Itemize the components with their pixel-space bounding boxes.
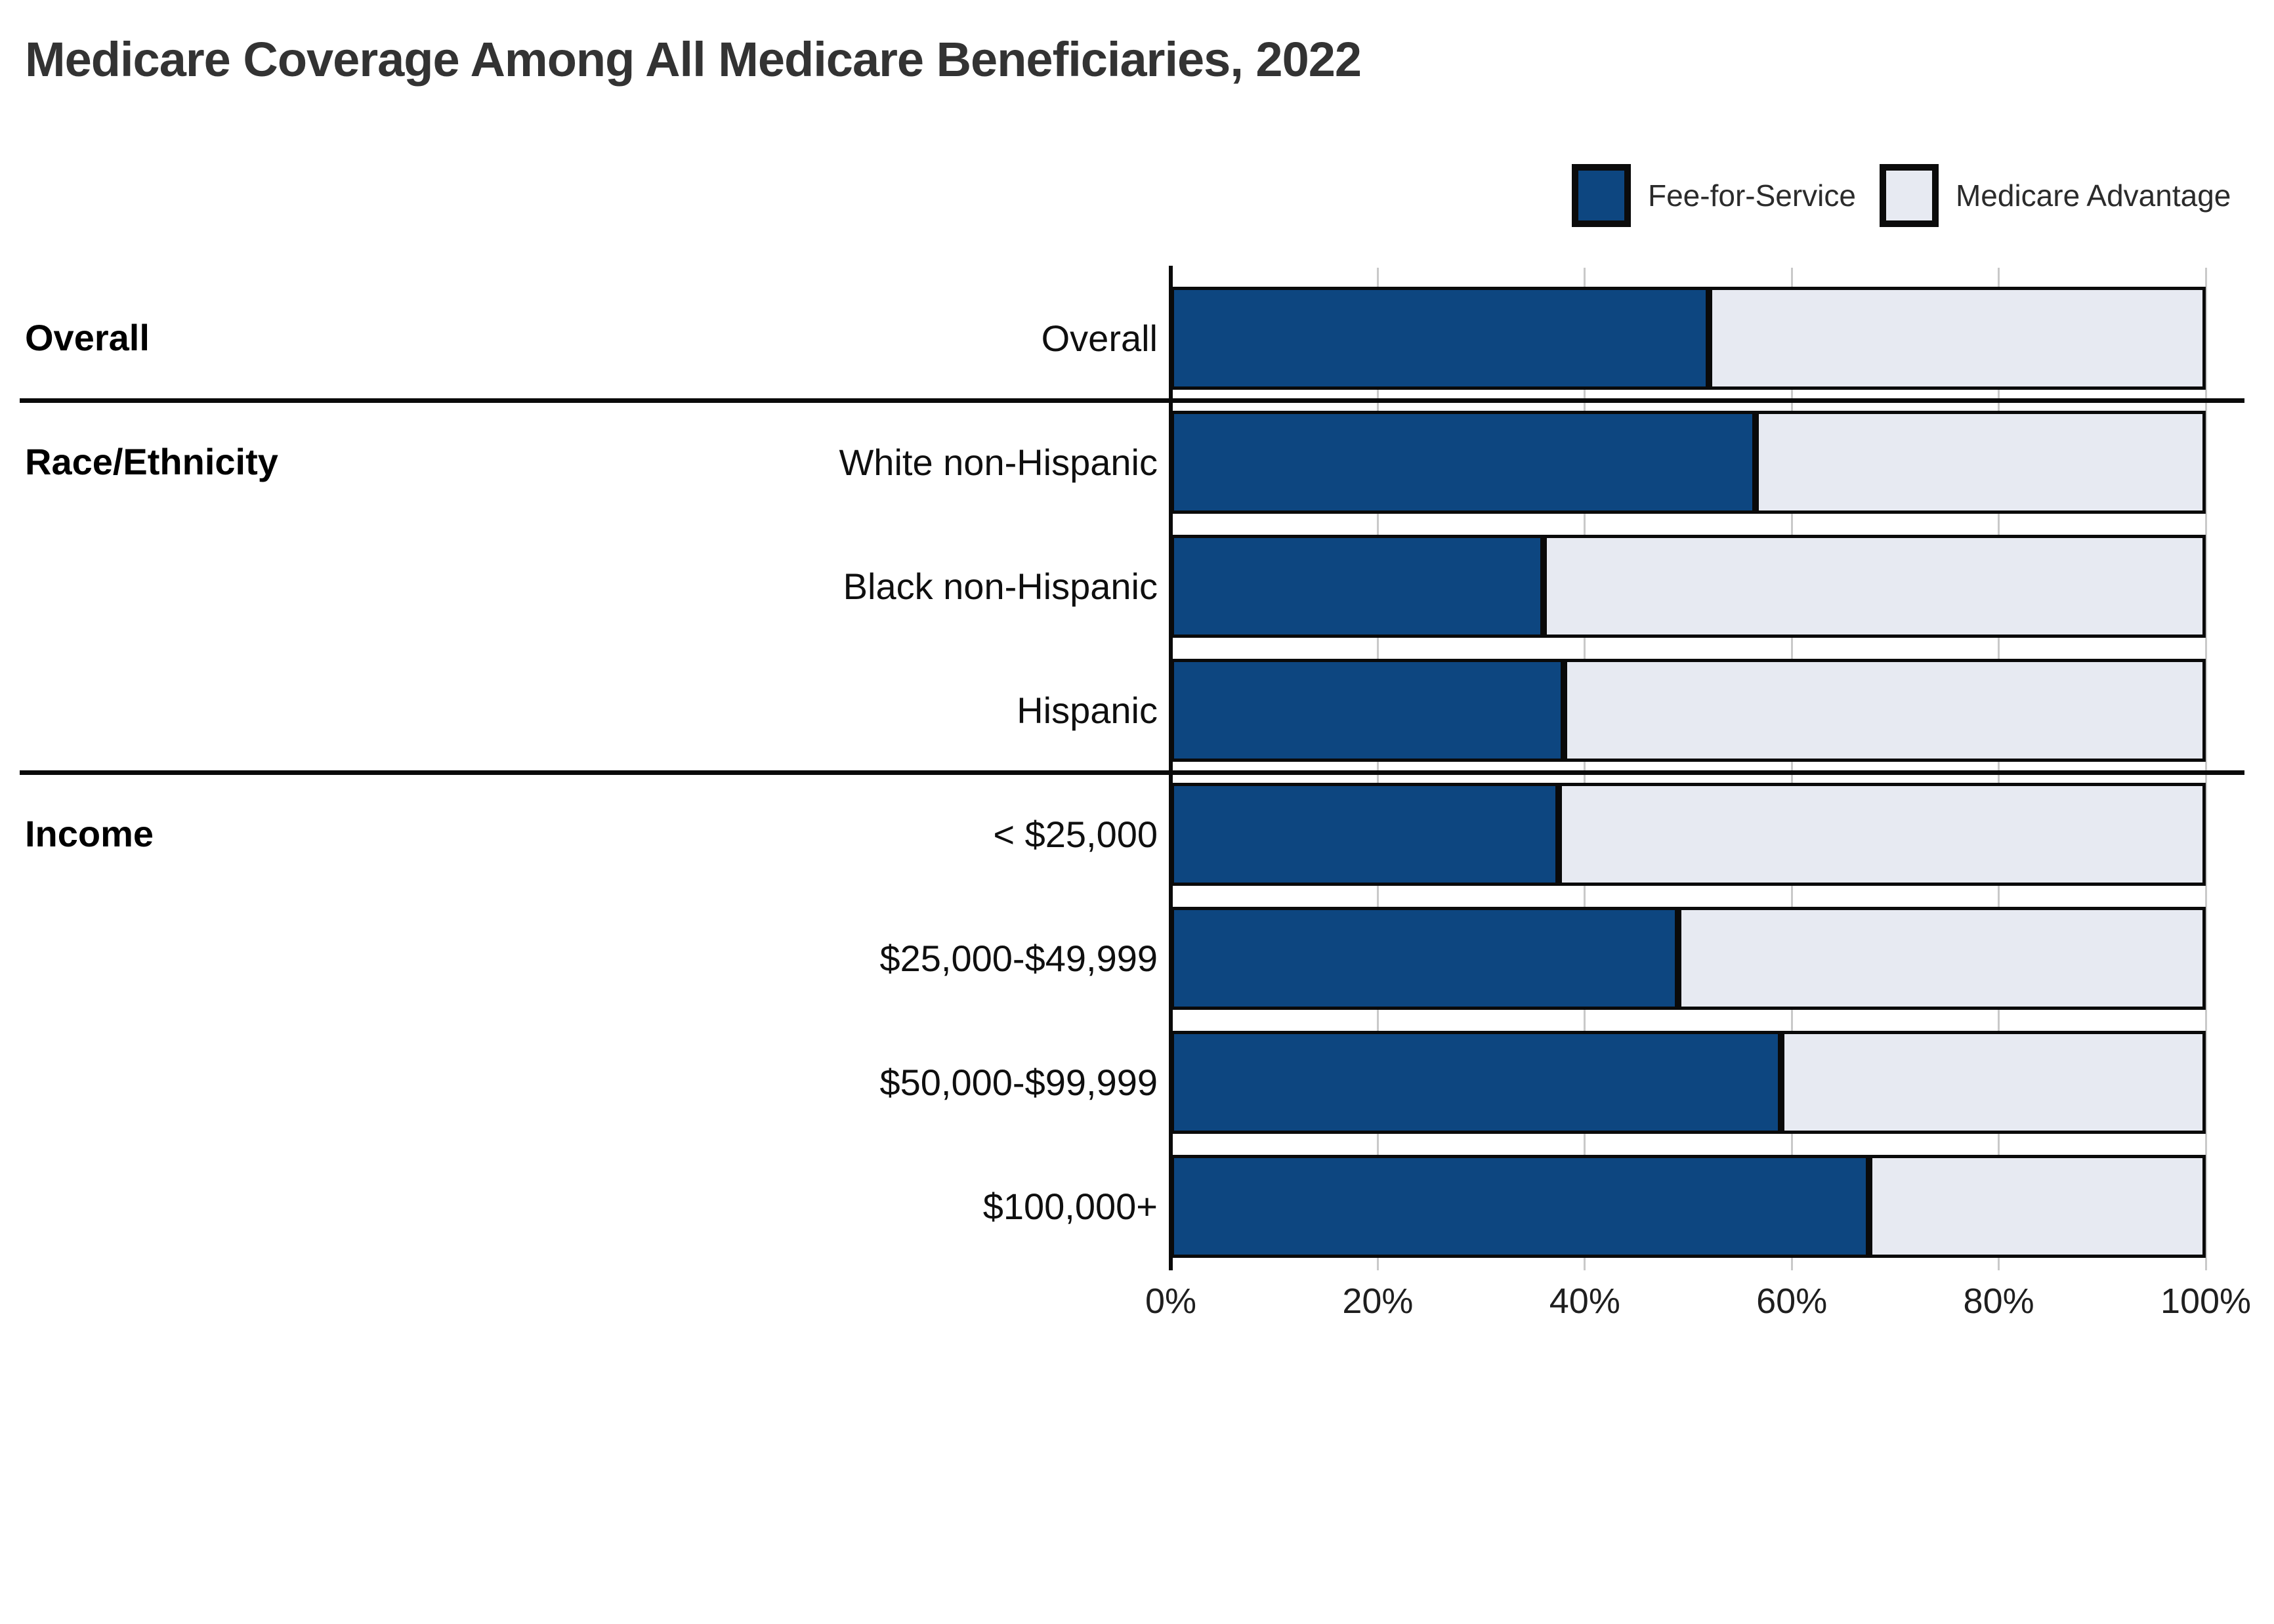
group-label: Income (25, 812, 154, 854)
legend-label: Fee-for-Service (1648, 178, 1856, 213)
bar-segment-medicare-advantage (1559, 783, 2206, 886)
bar-segment-fee-for-service (1171, 1031, 1782, 1134)
legend: Fee-for-Service Medicare Advantage (1572, 164, 2231, 227)
bar-row (1171, 287, 2206, 390)
bar-segment-medicare-advantage (1677, 907, 2206, 1010)
legend-label: Medicare Advantage (1955, 178, 2231, 213)
gridline (2204, 268, 2207, 1270)
bar-row (1171, 659, 2206, 762)
group-separator (20, 770, 2244, 775)
bar-segment-fee-for-service (1171, 1155, 1870, 1258)
bar-segment-fee-for-service (1171, 535, 1544, 638)
gridline (1376, 268, 1379, 1270)
bar-row (1171, 1031, 2206, 1134)
legend-item-medicare-advantage: Medicare Advantage (1879, 164, 2231, 227)
gridline (1998, 268, 2000, 1270)
bar-segment-medicare-advantage (1869, 1155, 2206, 1258)
x-tick-label: 0% (1145, 1281, 1197, 1321)
gridline (1790, 268, 1793, 1270)
bar-segment-medicare-advantage (1543, 535, 2206, 638)
row-label: Hispanic (1017, 689, 1158, 731)
row-label: $100,000+ (982, 1185, 1158, 1227)
x-tick-label: 80% (1963, 1281, 2034, 1321)
row-label: White non-Hispanic (839, 441, 1158, 483)
bar-row (1171, 411, 2206, 514)
bar-segment-medicare-advantage (1756, 411, 2206, 514)
legend-item-fee-for-service: Fee-for-Service (1572, 164, 1856, 227)
medicare-advantage-swatch-icon (1879, 164, 1939, 227)
x-tick-label: 40% (1549, 1281, 1620, 1321)
bar-segment-fee-for-service (1171, 659, 1565, 762)
row-label: $50,000-$99,999 (879, 1061, 1158, 1103)
row-label: < $25,000 (993, 813, 1158, 855)
bar-row (1171, 783, 2206, 886)
row-label: Black non-Hispanic (843, 565, 1158, 607)
bar-segment-fee-for-service (1171, 411, 1756, 514)
row-label: Overall (1041, 317, 1158, 359)
group-label: Race/Ethnicity (25, 440, 278, 482)
row-label: $25,000-$49,999 (879, 937, 1158, 979)
chart-title: Medicare Coverage Among All Medicare Ben… (25, 32, 1362, 87)
group-label: Overall (25, 316, 150, 358)
bar-row (1171, 535, 2206, 638)
bar-segment-fee-for-service (1171, 287, 1710, 390)
gridline (1584, 268, 1586, 1270)
bar-segment-fee-for-service (1171, 783, 1559, 886)
bar-segment-fee-for-service (1171, 907, 1678, 1010)
fee-for-service-swatch-icon (1572, 164, 1631, 227)
x-tick-label: 60% (1756, 1281, 1828, 1321)
group-separator (20, 398, 2244, 403)
x-tick-label: 20% (1342, 1281, 1414, 1321)
bar-segment-medicare-advantage (1709, 287, 2206, 390)
bar-row (1171, 907, 2206, 1010)
bar-segment-medicare-advantage (1564, 659, 2206, 762)
y-axis-line (1169, 266, 1173, 1270)
bar-row (1171, 1155, 2206, 1258)
x-tick-label: 100% (2160, 1281, 2252, 1321)
bar-segment-medicare-advantage (1781, 1031, 2206, 1134)
